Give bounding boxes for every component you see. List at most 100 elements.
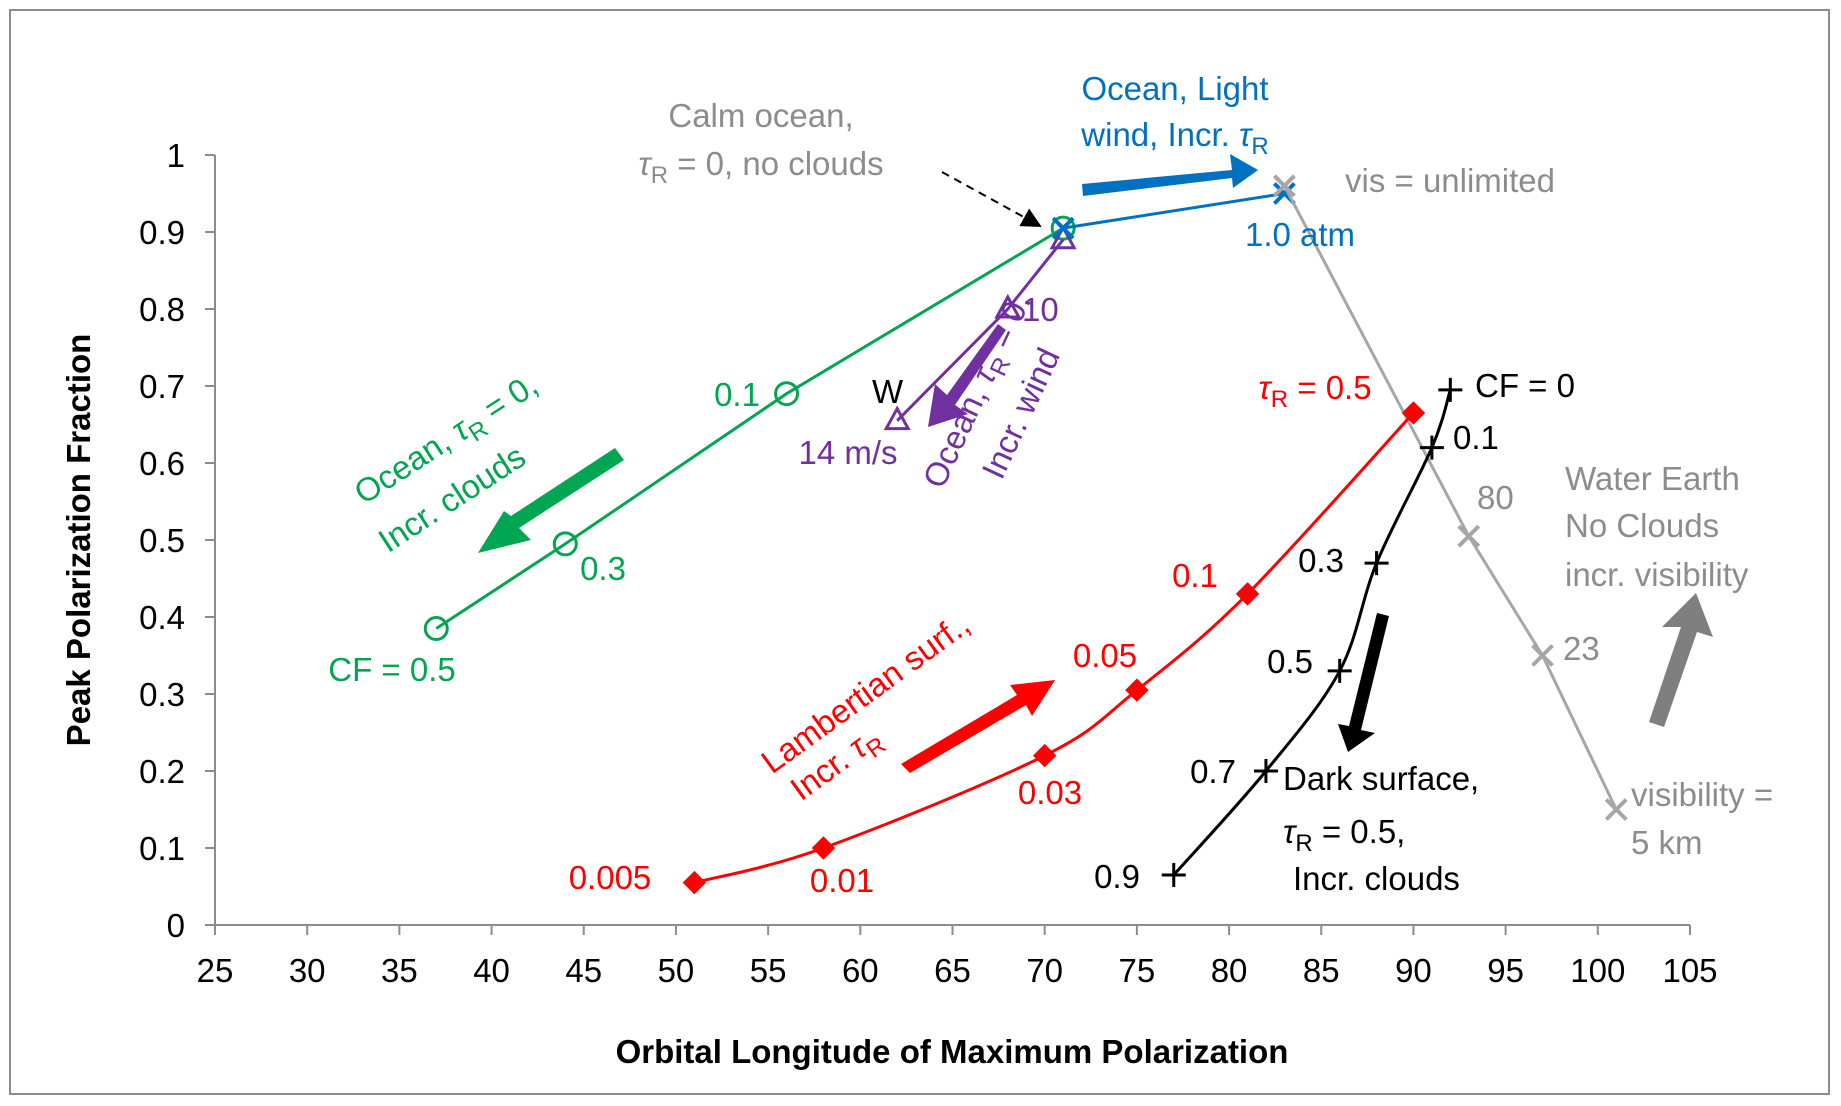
data-point-plus xyxy=(1253,759,1278,783)
water-earth-label-3: incr. visibility xyxy=(1565,556,1749,593)
x-tick-label: 45 xyxy=(565,952,602,989)
data-point-x xyxy=(1531,644,1554,667)
dark-surface-label-3: Incr. clouds xyxy=(1293,860,1460,897)
series-line-2 xyxy=(1062,192,1285,230)
wind-10-label: 10 xyxy=(1022,291,1059,328)
purple-direction-arrow xyxy=(928,324,1006,427)
x-tick-label: 50 xyxy=(658,952,695,989)
calm-ocean-label: Calm ocean, xyxy=(668,97,853,134)
y-tick-label: 0.8 xyxy=(139,291,185,328)
x-tick-label: 75 xyxy=(1119,952,1156,989)
annotations: Calm ocean, τR = 0, no clouds Ocean, Lig… xyxy=(328,70,1773,899)
pressure-label: 1.0 atm xyxy=(1245,216,1355,253)
axes xyxy=(214,155,1690,926)
chart-frame xyxy=(9,9,1830,1095)
x-tick-label: 55 xyxy=(750,952,787,989)
vis-unlimited-label: vis = unlimited xyxy=(1345,162,1555,199)
data-point-x xyxy=(1272,174,1296,198)
data-point-x xyxy=(1604,798,1628,821)
red-tau-0.03-label: 0.03 xyxy=(1018,774,1082,811)
black-cf-0-label: CF = 0 xyxy=(1475,367,1575,404)
data-point-diamond xyxy=(1032,743,1057,768)
green-cf-0.3-label: 0.3 xyxy=(580,550,626,587)
blue-direction-arrow xyxy=(1082,154,1258,196)
green-cf-0.5-label: CF = 0.5 xyxy=(328,651,455,688)
dark-surface-label-1: Dark surface, xyxy=(1283,760,1479,797)
black-cf-0.7-label: 0.7 xyxy=(1190,753,1236,790)
black-direction-arrow xyxy=(1338,613,1389,752)
data-point-diamond xyxy=(1235,582,1260,606)
water-earth-label-2: No Clouds xyxy=(1565,507,1719,544)
gray-vis-80-label: 80 xyxy=(1477,479,1514,516)
wind-14-label: 14 m/s xyxy=(798,434,897,471)
dark-surface-label-2: τR = 0.5, xyxy=(1283,813,1405,857)
calm-ocean-pointer-arrow xyxy=(941,171,1042,227)
data-point-circle xyxy=(774,381,800,407)
x-tick-label: 30 xyxy=(289,952,326,989)
red-tau-0.005-label: 0.005 xyxy=(569,859,652,896)
x-tick-label: 85 xyxy=(1303,952,1340,989)
data-point-circle xyxy=(1050,215,1076,241)
data-point-triangle xyxy=(883,405,911,431)
x-ticks: 25 30 35 40 45 50 55 60 65 70 75 80 85 90 95 100 105 xyxy=(197,925,1718,989)
red-direction-arrow xyxy=(901,680,1055,773)
data-point-plus xyxy=(1364,551,1389,576)
data-point-plus xyxy=(1419,435,1444,460)
y-tick-label: 0.7 xyxy=(139,368,185,405)
data-point-diamond xyxy=(811,836,836,860)
x-tick-label: 105 xyxy=(1662,952,1717,989)
green-cf-0.1-label: 0.1 xyxy=(714,376,760,413)
y-tick-label: 0.3 xyxy=(139,676,185,713)
x-tick-label: 70 xyxy=(1026,952,1063,989)
data-point-x xyxy=(1051,216,1075,240)
y-axis-label: Peak Polarization Fraction xyxy=(60,334,97,747)
data-point-plus xyxy=(1327,658,1352,683)
x-tick-label: 60 xyxy=(842,952,879,989)
visibility-5km-label-1: visibility = xyxy=(1631,776,1773,813)
x-tick-label: 95 xyxy=(1487,952,1524,989)
data-point-circle xyxy=(423,616,449,642)
x-tick-label: 90 xyxy=(1395,952,1432,989)
series-line-0 xyxy=(435,226,1064,630)
series-line-1 xyxy=(896,238,1065,422)
y-tick-label: 0.2 xyxy=(139,753,185,790)
black-cf-0.5-label: 0.5 xyxy=(1267,643,1313,680)
x-axis-label: Orbital Longitude of Maximum Polarizatio… xyxy=(616,1033,1289,1070)
wind-w-label: W xyxy=(872,373,904,410)
x-tick-label: 35 xyxy=(381,952,418,989)
y-ticks: 0 0.1 0.2 0.3 0.4 0.5 0.6 0.7 0.8 0.9 1 xyxy=(139,137,215,944)
direction-arrows xyxy=(478,154,1713,773)
gray-direction-arrow xyxy=(1649,593,1713,727)
y-tick-label: 0 xyxy=(167,907,185,944)
data-point-plus xyxy=(1161,862,1186,887)
green-direction-arrow xyxy=(478,448,624,553)
red-tau-0.5-label: τR = 0.5 xyxy=(1258,369,1371,413)
x-tick-label: 100 xyxy=(1570,952,1625,989)
x-tick-label: 40 xyxy=(473,952,510,989)
x-tick-label: 80 xyxy=(1211,952,1248,989)
x-tick-label: 65 xyxy=(934,952,971,989)
data-point-diamond xyxy=(682,870,707,895)
x-tick-label: 25 xyxy=(197,952,234,989)
series-line-5 xyxy=(1172,389,1452,876)
light-wind-label-1: Ocean, Light xyxy=(1081,70,1268,107)
y-tick-label: 0.4 xyxy=(139,599,185,636)
y-tick-label: 1 xyxy=(167,137,185,174)
black-cf-0.9-label: 0.9 xyxy=(1094,858,1140,895)
water-earth-label-1: Water Earth xyxy=(1565,460,1740,497)
data-point-triangle xyxy=(1049,224,1077,250)
data-point-circle xyxy=(552,531,578,557)
y-tick-label: 0.5 xyxy=(139,522,185,559)
red-tau-0.01-label: 0.01 xyxy=(810,862,874,899)
calm-ocean-tau-label: τR = 0, no clouds xyxy=(638,145,883,189)
red-tau-0.05-label: 0.05 xyxy=(1073,637,1137,674)
gray-vis-23-label: 23 xyxy=(1563,630,1600,667)
black-cf-0.1-label: 0.1 xyxy=(1453,419,1499,456)
y-tick-label: 0.1 xyxy=(139,830,185,867)
data-point-plus xyxy=(1438,377,1463,402)
data-point-triangle xyxy=(994,293,1022,319)
series-layer xyxy=(423,174,1628,895)
data-point-x xyxy=(1457,524,1481,548)
light-wind-label-2: wind, Incr. τR xyxy=(1080,116,1268,160)
